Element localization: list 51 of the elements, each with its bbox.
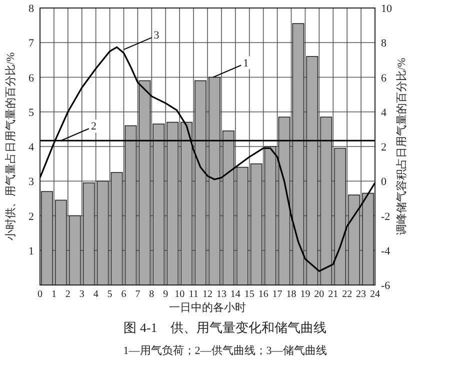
x-tick-label: 12 <box>202 289 212 300</box>
x-tick-label: 15 <box>244 289 254 300</box>
y-tick-label: 7 <box>28 38 34 50</box>
y-tick-label: 8 <box>28 3 34 15</box>
line-series <box>39 46 376 272</box>
x-tick-label: 24 <box>370 289 380 300</box>
y-tick-label: 5 <box>28 106 34 119</box>
x-tick-label: 0 <box>38 289 42 300</box>
x-tick-label: 14 <box>230 289 240 300</box>
y2-tick-label: 6 <box>381 72 387 84</box>
x-tick-label: 1 <box>51 289 56 300</box>
y-tick-label: 3 <box>28 176 34 188</box>
x-tick-label: 5 <box>107 289 112 300</box>
y-axis-title: 小时供、用气量占日用气量的百分比/% <box>4 52 17 241</box>
y2-tick-label: -4 <box>381 245 391 258</box>
x-tick-label: 4 <box>93 289 98 300</box>
text: 1—用气负荷；2—供气曲线；3—储气曲线 <box>123 344 327 357</box>
text: 图 4-1 供、用气量变化和储气曲线 <box>124 320 326 335</box>
x-tick-label: 8 <box>149 289 154 300</box>
x-tick-label: 2 <box>65 289 70 300</box>
y-tick-label: 1 <box>28 245 34 258</box>
x-tick-label: 22 <box>342 289 352 300</box>
y2-tick-label: -6 <box>381 280 391 292</box>
y2-tick-label: 10 <box>381 3 392 15</box>
y-tick-label: 6 <box>28 72 34 84</box>
y2-tick-label: 2 <box>381 142 386 154</box>
annotation: 1 <box>243 57 249 70</box>
x-tick-label: 19 <box>300 289 310 300</box>
x-tick-label: 6 <box>121 289 126 300</box>
x-tick-label: 16 <box>258 289 268 300</box>
y-tick-label: 4 <box>28 142 34 154</box>
annotation: 3 <box>154 30 160 42</box>
x-tick-label: 21 <box>328 289 338 300</box>
y-tick-label: 2 <box>28 210 34 223</box>
y2-tick-label: 4 <box>381 106 387 119</box>
x-axis-title: 一日中的各小时 <box>169 301 246 314</box>
x-tick-label: 20 <box>314 289 324 300</box>
x-tick-label: 9 <box>163 289 168 300</box>
y2-tick-label: 0 <box>381 176 387 188</box>
x-tick-label: 23 <box>356 289 366 300</box>
x-tick-label: 18 <box>286 289 296 300</box>
x-tick-label: 13 <box>216 289 226 300</box>
y2-tick-label: 8 <box>381 38 387 50</box>
x-tick-label: 3 <box>79 289 84 300</box>
annotation: 2 <box>90 120 96 133</box>
y2-tick-label: -2 <box>381 210 390 223</box>
y2-axis-title: 调峰储气容积占日用气量的百分比/% <box>395 58 408 236</box>
x-tick-label: 10 <box>174 289 185 300</box>
x-tick-label: 7 <box>135 289 140 300</box>
x-tick-label: 11 <box>188 289 198 300</box>
x-tick-label: 17 <box>272 289 282 300</box>
